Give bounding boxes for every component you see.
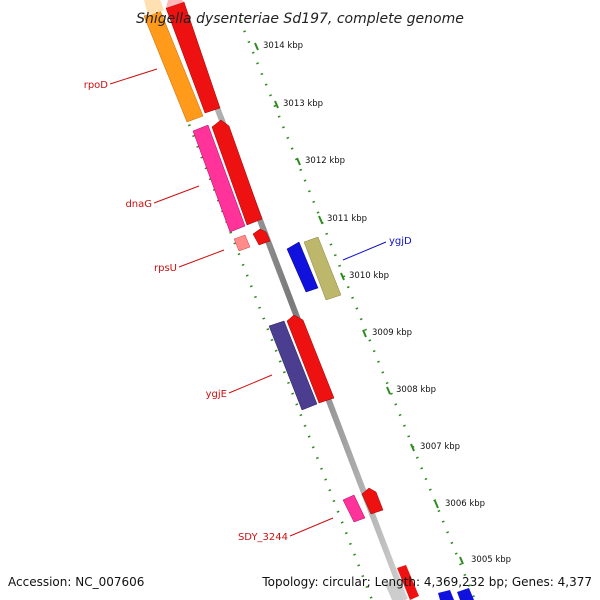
gene-ygjE-red[interactable] xyxy=(286,314,335,404)
tick-label: 3011 kbp xyxy=(327,214,367,224)
gene-sdy3244-red[interactable] xyxy=(361,487,384,515)
gene-label-ygjE[interactable]: ygjE xyxy=(206,389,227,400)
gene-rpsU-red[interactable] xyxy=(252,228,271,246)
gene-ygjD-olive[interactable] xyxy=(303,236,342,301)
gene-label-sdy3244[interactable]: SDY_3244 xyxy=(238,532,288,543)
gene-ygjD-blue[interactable] xyxy=(286,241,319,293)
gene-rpoD-orange-faded xyxy=(144,0,164,16)
tick-label: 3010 kbp xyxy=(349,271,389,281)
tick-label: 3013 kbp xyxy=(283,99,323,109)
accession-text: Accession: NC_007606 xyxy=(8,575,144,589)
footer: Accession: NC_007606 Topology: circular;… xyxy=(8,575,592,589)
gene-bottom-gray xyxy=(385,580,402,600)
major-ticks xyxy=(254,42,464,565)
gene-features xyxy=(143,0,474,600)
map-title: Shigella dysenteriae Sd197, complete gen… xyxy=(136,11,464,27)
gene-dnaG-pink[interactable] xyxy=(192,124,246,233)
gene-ygjE-purple[interactable] xyxy=(268,320,318,411)
tick-label: 3007 kbp xyxy=(420,442,460,452)
gene-label-leaders xyxy=(109,68,387,537)
gene-label-rpsU[interactable]: rpsU xyxy=(154,263,177,274)
tick-label: 3005 kbp xyxy=(471,555,511,565)
gene-label-ygjD[interactable]: ygjD xyxy=(389,236,412,247)
gene-labels: rpoD dnaG rpsU ygjD ygjE SDY_3244 xyxy=(84,80,412,543)
gene-label-rpoD[interactable]: rpoD xyxy=(84,80,109,91)
gene-sdy3244-pink[interactable] xyxy=(342,494,366,523)
tick-label: 3012 kbp xyxy=(305,156,345,166)
tick-label: 3014 kbp xyxy=(263,41,303,51)
tick-labels: 3014 kbp 3013 kbp 3012 kbp 3011 kbp 3010… xyxy=(263,41,511,565)
tick-label: 3006 kbp xyxy=(445,499,485,509)
genome-summary-text: Topology: circular; Length: 4,369,232 bp… xyxy=(261,575,592,589)
gene-bottom-blue-2[interactable] xyxy=(457,588,474,600)
gene-label-dnaG[interactable]: dnaG xyxy=(125,199,152,210)
tick-label: 3009 kbp xyxy=(372,328,412,338)
gene-dnaG-red[interactable] xyxy=(211,119,263,226)
gene-bottom-blue-1[interactable] xyxy=(438,590,454,600)
outer-dotted-track xyxy=(238,19,477,600)
gene-rpoD-red-faded xyxy=(166,0,184,8)
gene-rpsU-light-pink[interactable] xyxy=(233,234,251,252)
gene-bottom-red[interactable] xyxy=(397,565,419,600)
tick-label: 3008 kbp xyxy=(396,385,436,395)
